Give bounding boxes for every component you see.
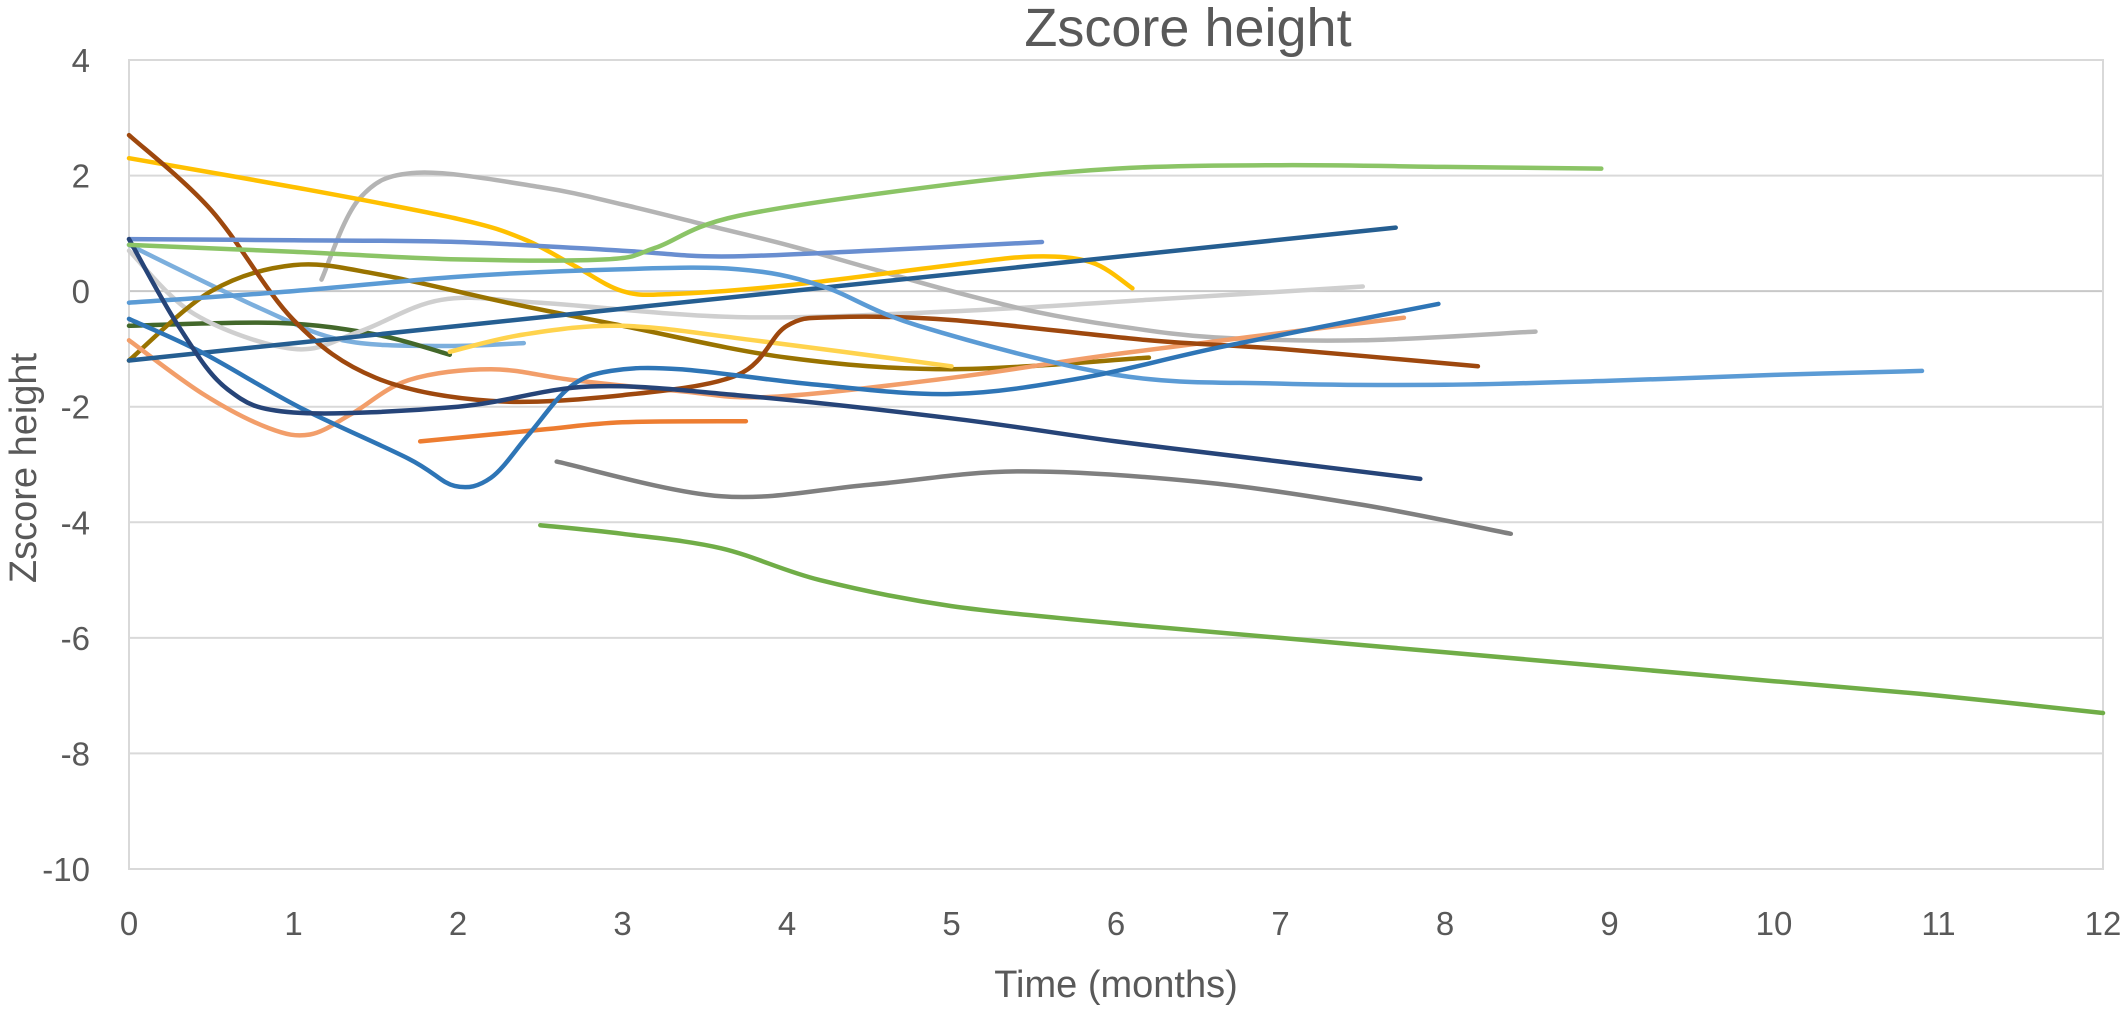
series-line [126,155,1135,298]
series-lines [126,132,2106,716]
y-tick-labels: 4 2 0 -2 -4 -6 -8 -10 [42,42,90,888]
y-tick-label: 4 [72,42,90,79]
series-line [126,265,1925,388]
x-tick-labels: 0 1 2 3 4 5 6 7 8 9 10 11 12 [120,905,2122,942]
x-tick-label: 9 [1600,905,1618,942]
x-tick-label: 7 [1271,905,1289,942]
x-tick-label: 10 [1756,905,1793,942]
series-line [126,301,1441,490]
series-line [319,170,1538,343]
y-tick-label: -10 [42,851,90,888]
y-tick-label: 0 [72,273,90,310]
x-tick-label: 3 [613,905,631,942]
series-line [126,236,1423,482]
y-tick-label: -2 [61,389,90,426]
x-tick-label: 4 [778,905,796,942]
series-line [126,320,453,357]
series-line [126,162,1604,263]
chart-title: Zscore height [1024,0,1351,58]
x-tick-label: 5 [942,905,960,942]
x-tick-label: 11 [1921,905,1955,942]
series-line [538,522,2106,716]
x-tick-label: 2 [449,905,467,942]
x-tick-label: 6 [1107,905,1125,942]
series-line [554,459,1514,537]
series-line [126,236,1045,259]
x-tick-label: 1 [284,905,302,942]
y-tick-label: -8 [61,735,90,772]
series-line [126,315,1407,438]
plot-area-border [128,59,2104,870]
series-line [126,262,1152,372]
y-tick-label: -4 [61,504,90,541]
x-tick-label: 8 [1436,905,1454,942]
x-tick-label: 0 [120,905,138,942]
series-line [126,225,1398,363]
y-tick-label: -6 [61,620,90,657]
x-axis-label: Time (months) [994,964,1238,1006]
y-tick-label: 2 [72,158,90,195]
series-line [447,323,954,369]
x-tick-label: 12 [2085,905,2122,942]
gridlines [128,59,2104,870]
series-line [417,418,749,444]
y-axis-label: Zscore height [3,352,45,583]
